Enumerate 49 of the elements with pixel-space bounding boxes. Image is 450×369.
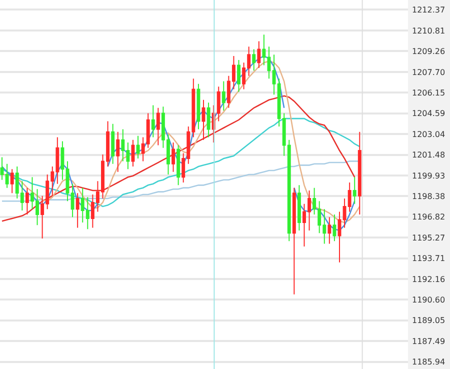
candlestick (60, 140, 64, 180)
candlestick (176, 144, 180, 186)
y-tick-label: 1201.48 (412, 150, 446, 160)
y-tick-label: 1204.59 (412, 109, 446, 118)
y-tick-label: 1190.60 (412, 296, 446, 305)
candlestick (136, 135, 140, 160)
line-series (1, 118, 360, 208)
y-tick-label: 1203.04 (412, 130, 446, 139)
candlestick (116, 131, 120, 172)
candlestick (76, 192, 80, 228)
line-series (1, 160, 360, 202)
candlestick (297, 184, 301, 231)
candlestick (111, 123, 115, 164)
candlestick (66, 160, 70, 202)
y-tick-label: 1193.71 (412, 254, 446, 264)
y-tick-label: 1198.38 (412, 192, 446, 201)
candlestick (156, 107, 160, 146)
y-tick-label: 1207.70 (412, 68, 446, 77)
candlestick (237, 59, 240, 92)
y-tick-label: 1192.16 (412, 274, 446, 284)
y-tick-label: 1189.05 (412, 316, 446, 326)
y-tick-label: 1199.93 (412, 171, 446, 180)
y-tick-label: 1206.15 (412, 88, 446, 98)
candlestick (172, 142, 176, 172)
candlestick (328, 216, 332, 244)
y-tick-label: 1212.37 (412, 6, 446, 15)
y-tick-label: 1209.26 (412, 46, 446, 56)
candlestick (352, 176, 356, 204)
candlestick (252, 48, 256, 72)
line-series (1, 95, 356, 222)
candlestick (196, 83, 200, 130)
candlestick (70, 183, 74, 218)
candlestick (206, 102, 210, 138)
y-tick-label: 1195.27 (412, 233, 446, 242)
candlestick (202, 99, 206, 140)
candlestick (292, 187, 296, 295)
y-tick-label: 1196.82 (412, 212, 446, 222)
candlestick (332, 214, 336, 242)
candlestick (338, 211, 342, 263)
candlestick (25, 187, 29, 215)
y-tick-label: 1187.49 (412, 336, 446, 346)
candlestick (151, 104, 155, 138)
candlestick (10, 168, 14, 194)
candlestick (131, 139, 135, 168)
y-tick-label: 1185.94 (412, 358, 446, 367)
y-tick-label: 1210.81 (412, 26, 446, 36)
candlestick (358, 131, 362, 215)
candlestick (222, 80, 226, 112)
candlestick (257, 40, 261, 68)
